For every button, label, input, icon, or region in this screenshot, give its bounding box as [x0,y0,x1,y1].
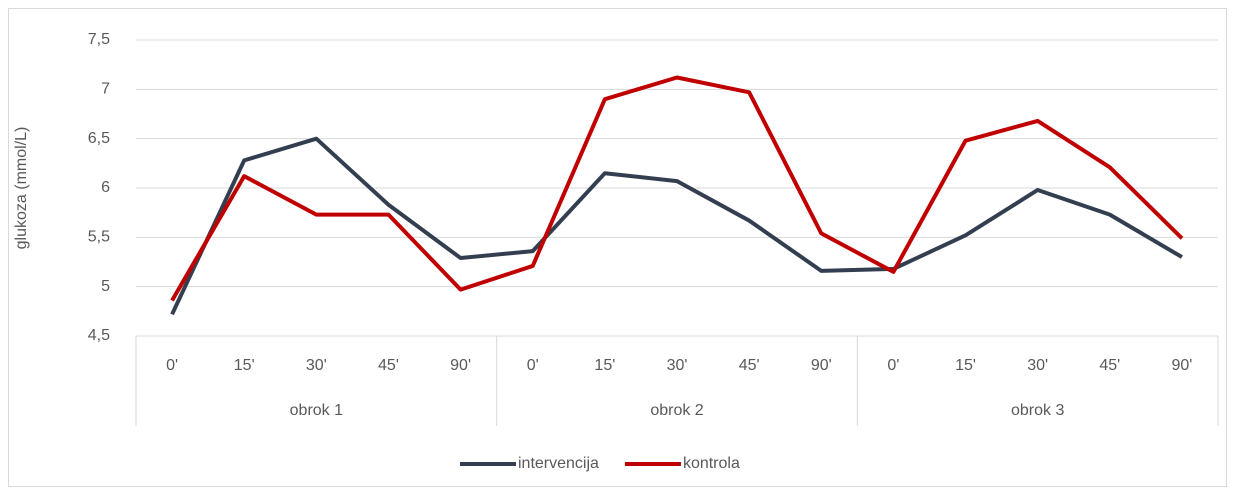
series-line [170,136,1183,316]
x-tick-label: 15' [234,357,255,374]
x-tick-label: 30' [306,357,327,374]
group-label: obrok 3 [1011,402,1064,419]
y-tick-label: 5 [101,278,110,295]
legend-label: kontrola [683,455,740,472]
x-tick-label: 45' [739,357,760,374]
y-tick-label: 7 [101,81,110,98]
y-tick-label: 6,5 [88,130,110,147]
y-tick-label: 6 [101,179,110,196]
x-tick-label: 0' [527,357,539,374]
y-tick-label: 7,5 [88,31,110,48]
chart-border [8,8,1227,487]
x-tick-label: 30' [1027,357,1048,374]
y-tick-label: 5,5 [88,229,110,246]
y-tick-label: 4,5 [88,327,110,344]
x-tick-label: 15' [594,357,615,374]
x-tick-label: 0' [887,357,899,374]
x-tick-label: 0' [166,357,178,374]
x-tick-label: 15' [955,357,976,374]
x-tick-label: 90' [450,357,471,374]
x-tick-label: 90' [1172,357,1193,374]
x-tick-label: 45' [1099,357,1120,374]
series-line [170,75,1184,302]
legend-label: intervencija [518,455,599,472]
group-label: obrok 1 [290,402,343,419]
group-label: obrok 2 [650,402,703,419]
x-tick-label: 45' [378,357,399,374]
x-tick-label: 30' [667,357,688,374]
y-axis-label: glukoza (mmol/L) [13,127,30,250]
x-tick-label: 90' [811,357,832,374]
